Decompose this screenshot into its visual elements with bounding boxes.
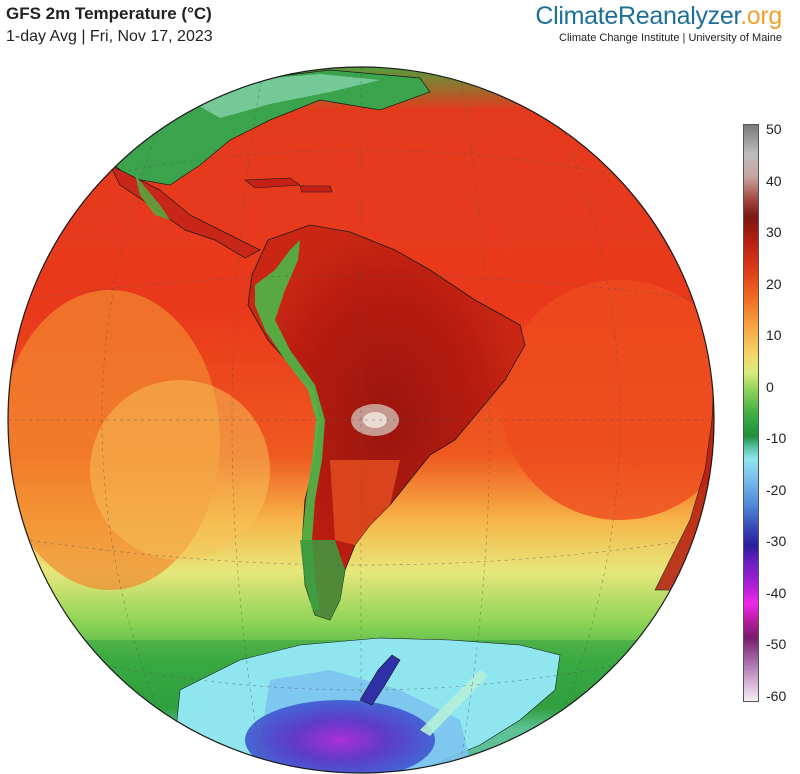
- colorbar-tick-label: 30: [766, 224, 782, 241]
- brand-logo[interactable]: ClimateReanalyzer.org: [535, 2, 782, 31]
- colorbar-tick-label: 10: [766, 327, 782, 344]
- colorbar-tick-label: -30: [766, 533, 787, 550]
- colorbar-tick-label: 40: [766, 172, 782, 189]
- graticule-lines: [8, 67, 714, 773]
- andes-highlands: [255, 240, 325, 610]
- brand-logo-part-reanalyzer: Reanalyzer: [618, 2, 741, 30]
- brand-logo-part-org: .org: [740, 2, 782, 30]
- temperature-colorbar: [743, 124, 759, 702]
- colorbar-tick-label: -10: [766, 430, 787, 447]
- colorbar-tick-label: 0: [766, 378, 774, 395]
- map-subtitle: 1-day Avg | Fri, Nov 17, 2023: [6, 28, 213, 45]
- colorbar-tick-label: 50: [766, 121, 782, 137]
- globe-surface: [8, 67, 714, 773]
- central-america-landmass: [109, 164, 261, 259]
- brand-tagline: Climate Change Institute | University of…: [559, 32, 782, 44]
- colorbar-tick-label: -20: [766, 481, 787, 498]
- map-title: GFS 2m Temperature (°C): [6, 4, 212, 23]
- brand-logo-part-climate: Climate: [535, 2, 619, 30]
- colorbar-tick-label: 20: [766, 275, 782, 292]
- colorbar-tick-label: -60: [766, 688, 787, 704]
- globe-outline: [7, 66, 715, 774]
- colorbar-tick-label: -50: [766, 636, 787, 653]
- colorbar-tick-label: -40: [766, 584, 787, 601]
